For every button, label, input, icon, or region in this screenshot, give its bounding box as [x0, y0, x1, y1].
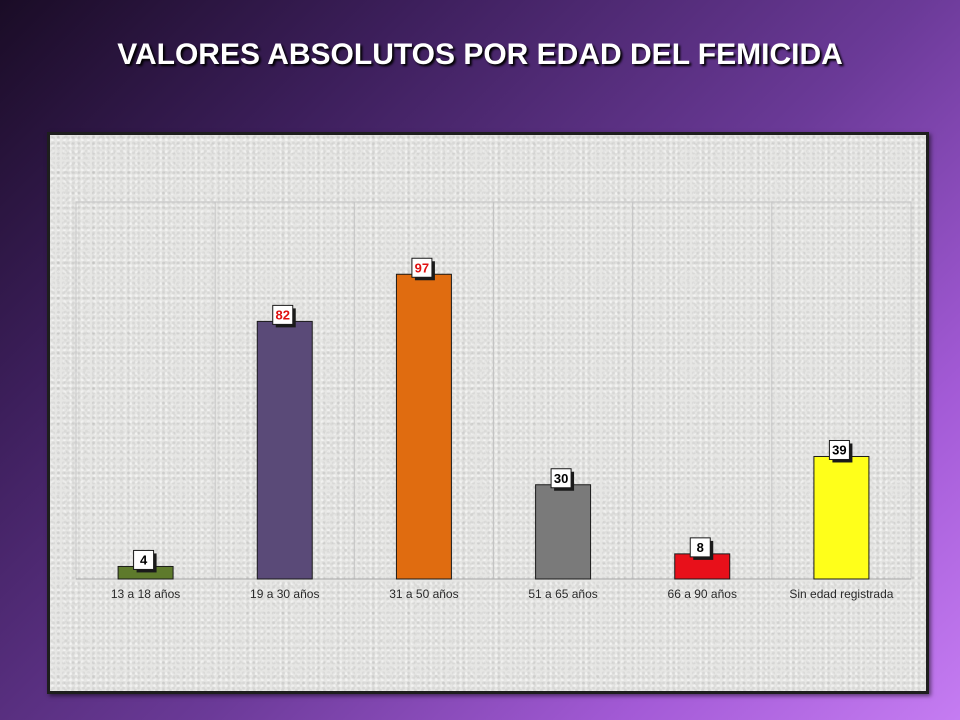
value-label: 30 — [554, 471, 568, 486]
x-tick-label: Sin edad registrada — [789, 587, 893, 601]
bar — [535, 484, 592, 580]
category-dividers — [75, 201, 912, 580]
chart-title: VALORES ABSOLUTOS POR EDAD DEL FEMICIDA — [117, 38, 843, 71]
chart-panel: 4 82 97 30 8 39 13 a 18 años 19 a 30 años 31 a … — [47, 132, 929, 694]
value-label: 82 — [276, 307, 290, 322]
value-label: 97 — [415, 260, 429, 275]
value-label: 8 — [697, 540, 704, 555]
bar — [813, 455, 870, 580]
x-tick-label: 31 a 50 años — [389, 587, 458, 601]
x-tick-label: 19 a 30 años — [250, 587, 319, 601]
value-label: 39 — [832, 442, 846, 457]
value-label-box — [133, 549, 155, 570]
x-tick-label: 13 a 18 años — [111, 587, 180, 601]
bar-chart: 4 82 97 30 8 39 13 a 18 años 19 a 30 años 31 a … — [75, 201, 912, 601]
value-label-box — [828, 439, 850, 460]
x-tick-label: 66 a 90 años — [668, 587, 737, 601]
value-label-box — [272, 304, 294, 325]
x-tick-labels: 13 a 18 años 19 a 30 años 31 a 50 años 51 a… — [111, 587, 894, 601]
value-label-box — [411, 257, 433, 278]
bar — [395, 273, 452, 580]
bar — [256, 320, 313, 580]
value-label-box — [550, 468, 572, 489]
value-labels: 4 82 97 30 8 39 — [133, 257, 853, 573]
value-label: 4 — [140, 552, 148, 567]
x-tick-label: 51 a 65 años — [528, 587, 597, 601]
value-label-box — [689, 537, 711, 558]
